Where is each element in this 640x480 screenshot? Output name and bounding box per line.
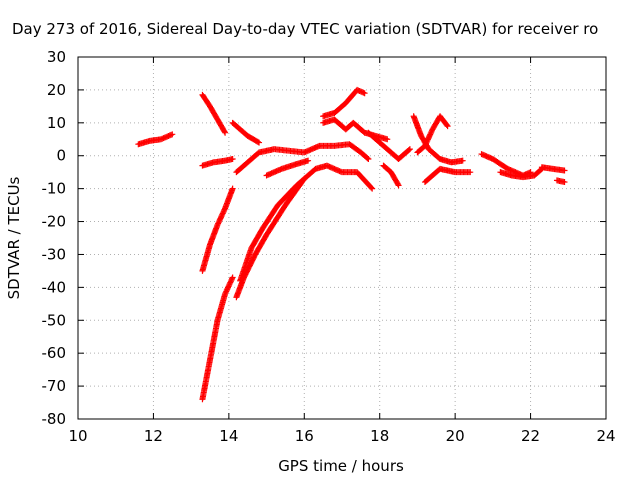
y-tick-label: 20: [47, 81, 66, 99]
y-tick-label: 10: [47, 114, 66, 132]
data-point: [365, 156, 372, 163]
data-point: [229, 156, 236, 163]
y-tick-label: -80: [42, 410, 67, 428]
data-point: [256, 139, 263, 146]
data-point: [169, 131, 176, 138]
data-point: [395, 182, 402, 189]
data-point: [221, 128, 228, 135]
data-point: [361, 90, 368, 97]
y-tick-label: 0: [56, 147, 66, 165]
x-tick-label: 20: [446, 427, 465, 445]
data-point: [368, 184, 375, 191]
y-tick-label: -60: [42, 344, 67, 362]
x-tick-label: 14: [219, 427, 238, 445]
data-point: [369, 185, 376, 192]
data-point: [459, 157, 466, 164]
x-tick-label: 22: [521, 427, 540, 445]
axis-ticks: 10 12 14 16 18 20 22 24 -80 -70 -60 -50 -40 -30 -20 -10…: [42, 48, 616, 445]
y-tick-label: -50: [42, 311, 67, 329]
data-point: [364, 155, 371, 162]
chart-title: Day 273 of 2016, Sidereal Day-to-day VTE…: [12, 20, 598, 38]
data-point: [443, 122, 450, 129]
data-point: [222, 129, 229, 136]
x-tick-label: 10: [68, 427, 87, 445]
data-point: [444, 123, 451, 130]
x-tick-label: 12: [144, 427, 163, 445]
plot-frame: [77, 56, 607, 420]
y-tick-label: -40: [42, 278, 67, 296]
y-tick-label: -10: [42, 180, 67, 198]
y-axis-label: SDTVAR / TECUs: [5, 176, 23, 299]
data-point: [467, 169, 474, 176]
data-point: [561, 167, 568, 174]
data-point: [384, 136, 391, 143]
y-tick-label: -20: [42, 213, 67, 231]
data-point: [405, 147, 412, 154]
data-point: [406, 146, 413, 153]
data-point: [229, 274, 236, 281]
data-point: [394, 181, 401, 188]
y-tick-label: -30: [42, 245, 67, 263]
y-tick-label: 30: [47, 48, 66, 66]
y-tick-label: -70: [42, 377, 67, 395]
data-point: [229, 185, 236, 192]
x-tick-label: 16: [295, 427, 314, 445]
x-tick-label: 18: [370, 427, 389, 445]
data-points: [135, 86, 568, 403]
data-point: [305, 157, 312, 164]
data-point: [561, 179, 568, 186]
x-axis-label: GPS time / hours: [278, 457, 404, 475]
x-tick-label: 24: [596, 427, 615, 445]
data-point: [254, 138, 261, 145]
